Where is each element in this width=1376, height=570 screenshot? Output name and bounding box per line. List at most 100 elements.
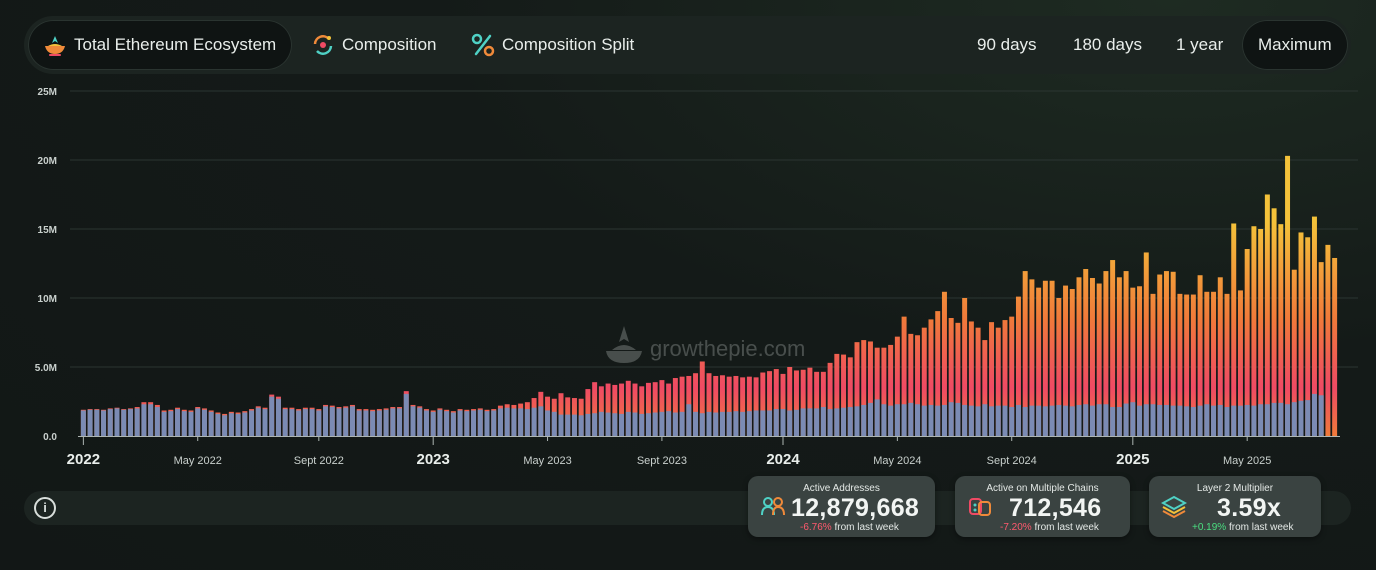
bar-mainnet-segment [699, 413, 705, 436]
bar-mainnet-segment [1069, 406, 1075, 436]
bar-mainnet-segment [592, 413, 598, 436]
bar-l2-segment [699, 361, 705, 436]
bar-l2-segment [1311, 216, 1317, 436]
bar-mainnet-segment [989, 406, 995, 436]
bar-stack [834, 353, 840, 436]
bar-l2-segment [1096, 283, 1102, 436]
bar-stack [955, 322, 961, 436]
bar-mainnet-segment [719, 411, 725, 436]
multiple-chains-change-suffix: from last week [1034, 522, 1099, 533]
bar-stack [968, 321, 974, 436]
tab-total-ethereum-ecosystem[interactable]: Total Ethereum Ecosystem [28, 20, 293, 70]
bar-stack [471, 409, 477, 436]
bar-stack [659, 380, 665, 436]
bar-stack [242, 411, 248, 436]
bar-l2-segment [1015, 296, 1021, 436]
bar-l2-segment [1170, 271, 1176, 436]
bar-stack [397, 407, 403, 436]
bar-l2-segment [1056, 298, 1062, 436]
bar-stack [363, 409, 369, 436]
bar-mainnet-segment [1042, 406, 1048, 436]
active-addresses-card: Active Addresses 12,879,668 -6.76% from … [748, 476, 935, 537]
bar-stack [114, 407, 120, 436]
bar-stack [585, 389, 591, 436]
bar-mainnet-segment [652, 412, 658, 436]
y-axis-ticks: 0.0 5.0M 10M 15M 20M 25M [35, 87, 58, 443]
bar-mainnet-segment [1231, 405, 1237, 436]
bar-mainnet-segment [1036, 405, 1042, 436]
bar-mainnet-segment [1285, 404, 1291, 436]
bar-mainnet-segment [289, 409, 295, 436]
bar-stack [444, 409, 450, 436]
bar-stack [1217, 277, 1223, 436]
bar-l2-segment [888, 344, 894, 436]
bar-stack [464, 409, 470, 436]
bar-l2-segment [639, 386, 645, 436]
bar-l2-segment [1036, 287, 1042, 436]
bar-l2-segment [625, 380, 631, 436]
range-90-days-button[interactable]: 90 days [959, 20, 1055, 70]
range-1-year-button[interactable]: 1 year [1158, 20, 1241, 70]
bar-mainnet-segment [296, 410, 302, 436]
bar-mainnet-segment [639, 413, 645, 436]
tab-composition-split[interactable]: Composition Split [458, 20, 646, 70]
bar-mainnet-segment [302, 409, 308, 436]
bar-mainnet-segment [524, 409, 530, 436]
bar-stack [565, 397, 571, 436]
bar-stack [423, 409, 429, 436]
bar-stack [639, 386, 645, 436]
bar-l2-segment [1063, 285, 1069, 436]
bar-l2-segment [894, 336, 900, 436]
active-addresses-change-suffix: from last week [834, 522, 899, 533]
bar-mainnet-segment [397, 408, 403, 436]
bar-mainnet-segment [1177, 405, 1183, 436]
bar-stack [1231, 223, 1237, 436]
x-tick-label: Sept 2022 [294, 455, 344, 467]
bar-l2-segment [605, 383, 611, 436]
bar-l2-segment [1285, 155, 1291, 437]
bar-mainnet-segment [820, 407, 826, 436]
bar-l2-segment [854, 342, 860, 436]
bar-l2-segment [793, 370, 799, 436]
range-180-days-button[interactable]: 180 days [1055, 20, 1160, 70]
bar-mainnet-segment [134, 408, 140, 436]
info-icon[interactable]: i [34, 497, 56, 519]
bar-stack [1271, 208, 1277, 436]
bar-mainnet-segment [531, 407, 537, 436]
bar-mainnet-segment [114, 408, 120, 436]
bar-mainnet-segment [491, 410, 497, 436]
bar-stack [612, 384, 618, 436]
bar-mainnet-segment [430, 411, 436, 436]
bar-stack [1184, 294, 1190, 436]
bar-l2-segment [807, 367, 813, 436]
bar-l2-segment [1278, 224, 1284, 436]
bar-l2-segment [962, 298, 968, 436]
multiple-chains-label: Active on Multiple Chains [986, 483, 1099, 494]
pie-bowl-icon [45, 36, 65, 56]
bar-mainnet-segment [1083, 404, 1089, 436]
bar-mainnet-segment [101, 410, 107, 436]
bar-mainnet-segment [793, 409, 799, 436]
bar-mainnet-segment [403, 393, 409, 436]
bar-mainnet-segment [1244, 404, 1250, 436]
bar-stack [1015, 296, 1021, 436]
bar-stack [1036, 287, 1042, 436]
tab-composition[interactable]: Composition [298, 20, 449, 70]
bar-stack [1251, 226, 1257, 436]
bar-mainnet-segment [1204, 404, 1210, 436]
bar-stack [767, 371, 773, 436]
layer2-multiplier-change: +0.19% [1192, 522, 1227, 533]
bar-l2-segment [612, 384, 618, 436]
bar-mainnet-segment [874, 399, 880, 436]
bar-stack [1150, 293, 1156, 436]
bar-mainnet-segment [1258, 404, 1264, 436]
bar-mainnet-segment [154, 407, 160, 436]
x-tick-label: 2023 [416, 451, 449, 468]
bar-l2-segment [814, 371, 820, 436]
bar-stack [686, 375, 692, 436]
bar-mainnet-segment [437, 409, 443, 436]
range-maximum-button[interactable]: Maximum [1242, 20, 1348, 70]
bar-mainnet-segment [881, 404, 887, 436]
bar-stack [383, 408, 389, 436]
bar-mainnet-segment [410, 406, 416, 436]
